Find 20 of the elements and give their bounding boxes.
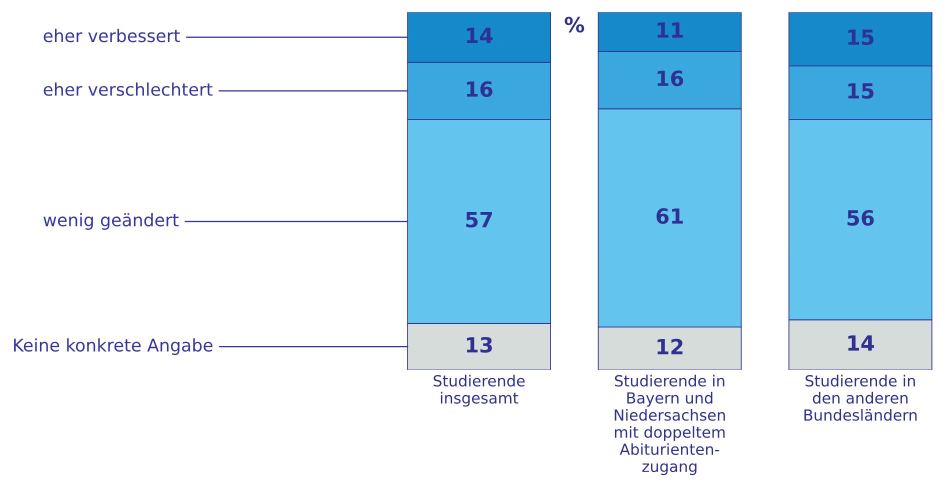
data-label: 11: [658, 22, 683, 38]
data-label: 14: [848, 335, 874, 351]
data-label: 15: [848, 30, 874, 46]
text: Keine konkrete Angabe: [14, 338, 212, 356]
data-label: 16: [658, 70, 684, 86]
data-label: 15: [848, 83, 874, 99]
x-tick-label: Studierende in Bayern und Niedersachsen mit doppeltem Abiturienten- zugang: [614, 374, 725, 476]
x-tick-label: Studierende in den anderen Bundesländern: [804, 374, 917, 421]
data-label: 61: [656, 208, 683, 224]
data-label: 56: [848, 210, 874, 226]
text: wenig geändert: [43, 213, 179, 230]
data-label: 12: [658, 338, 682, 354]
text: eher verschlechtert: [44, 82, 213, 96]
data-label: 13: [466, 336, 492, 353]
data-label: 57: [466, 212, 492, 228]
annotation: %: [564, 16, 584, 33]
x-tick-label: Studierende insgesamt: [434, 374, 525, 407]
text: eher verbessert: [44, 28, 180, 42]
data-label: 14: [466, 28, 493, 43]
data-label: 16: [466, 81, 492, 97]
